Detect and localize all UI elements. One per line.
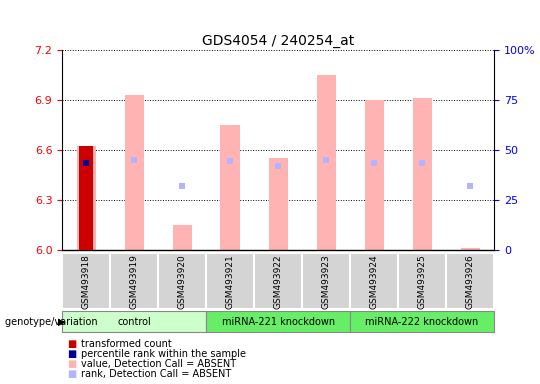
Text: ■: ■ — [68, 339, 77, 349]
Text: ▶: ▶ — [58, 316, 66, 327]
Text: ■: ■ — [68, 359, 77, 369]
Bar — [79, 146, 93, 250]
Text: genotype/variation: genotype/variation — [5, 316, 101, 327]
Text: GSM493925: GSM493925 — [417, 254, 427, 309]
Text: value, Detection Call = ABSENT: value, Detection Call = ABSENT — [81, 359, 236, 369]
Bar — [268, 158, 288, 250]
Bar — [220, 125, 240, 250]
Text: GSM493926: GSM493926 — [465, 254, 475, 309]
Text: percentile rank within the sample: percentile rank within the sample — [81, 349, 246, 359]
Text: GSM493924: GSM493924 — [369, 254, 379, 309]
Title: GDS4054 / 240254_at: GDS4054 / 240254_at — [202, 33, 354, 48]
Bar — [172, 225, 192, 250]
Text: GSM493919: GSM493919 — [130, 254, 139, 309]
Text: GSM493918: GSM493918 — [82, 254, 91, 309]
Bar — [316, 75, 336, 250]
Text: miRNA-222 knockdown: miRNA-222 knockdown — [366, 316, 479, 327]
Text: ■: ■ — [68, 369, 77, 379]
Text: GSM493920: GSM493920 — [178, 254, 187, 309]
Text: control: control — [117, 316, 151, 327]
Text: ■: ■ — [68, 349, 77, 359]
Text: miRNA-221 knockdown: miRNA-221 knockdown — [221, 316, 335, 327]
Bar — [125, 95, 144, 250]
Bar — [77, 146, 96, 250]
Bar — [364, 100, 384, 250]
Text: GSM493921: GSM493921 — [226, 254, 234, 309]
Text: transformed count: transformed count — [81, 339, 172, 349]
Text: GSM493922: GSM493922 — [274, 254, 282, 309]
Bar — [413, 98, 431, 250]
Text: GSM493923: GSM493923 — [322, 254, 330, 309]
Text: rank, Detection Call = ABSENT: rank, Detection Call = ABSENT — [81, 369, 231, 379]
Bar — [461, 248, 480, 250]
